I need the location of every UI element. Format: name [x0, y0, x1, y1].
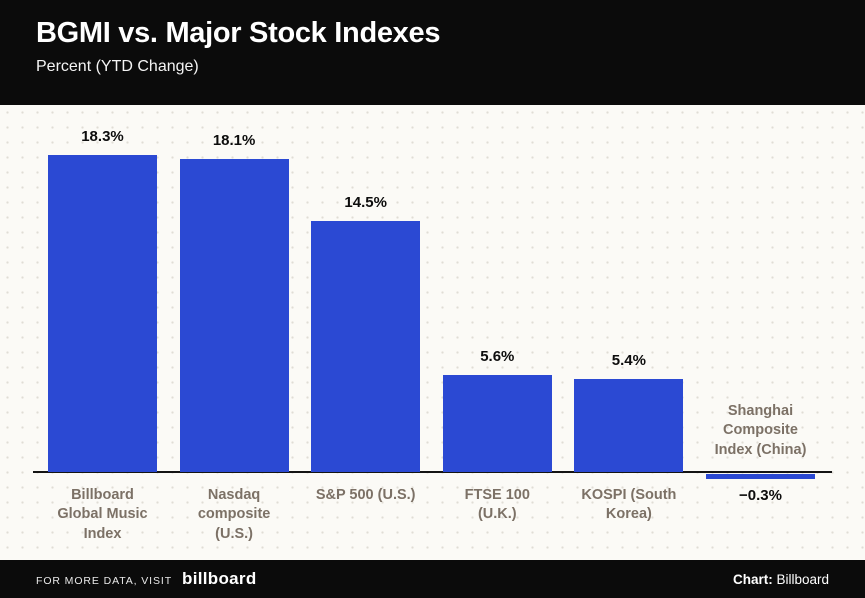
bar-chart: 18.3% Billboard Global Music Index 18.1% Na…: [0, 105, 865, 560]
billboard-logo: billboard: [182, 569, 257, 588]
bar-3: [442, 375, 552, 472]
bar-2: [311, 221, 421, 472]
bar-category-label: Nasdaq composite (U.S.): [197, 487, 271, 542]
footer-left: FOR MORE DATA, VISIT billboard: [36, 569, 257, 589]
bar-4: [574, 378, 684, 472]
chart-credit: Chart: Billboard: [733, 572, 829, 587]
bar-value-label: 18.1%: [212, 131, 256, 149]
chart-footer: FOR MORE DATA, VISIT billboard Chart: Bi…: [0, 560, 865, 598]
bar-value-label: 18.3%: [81, 128, 124, 146]
bar-value-label: 5.4%: [611, 351, 646, 369]
chart-title: BGMI vs. Major Stock Indexes: [36, 17, 441, 49]
bar-0: [48, 155, 157, 472]
bar-value-label: 5.6%: [480, 348, 515, 366]
x-axis-line: [33, 471, 832, 473]
bar-category-label: Billboard Global Music Index: [57, 487, 148, 542]
bar-category-label: FTSE 100 (U.K.): [464, 487, 530, 523]
chart-header: BGMI vs. Major Stock Indexes Percent (YT…: [0, 0, 865, 105]
credit-value: Billboard: [776, 571, 829, 587]
credit-label: Chart:: [732, 571, 773, 587]
bar-category-label: Shanghai Composite Index (China): [714, 403, 807, 458]
footer-more-data-text: FOR MORE DATA, VISIT: [36, 575, 173, 587]
bar-value-label: −0.3%: [739, 487, 782, 505]
bar-category-label: S&P 500 (U.S.): [315, 487, 416, 503]
bar-5: [706, 474, 815, 480]
bar-1: [179, 158, 289, 472]
chart-subtitle: Percent (YTD Change): [36, 58, 199, 75]
bar-category-label: KOSPI (South Korea): [581, 487, 677, 523]
bar-value-label: 14.5%: [344, 194, 387, 212]
